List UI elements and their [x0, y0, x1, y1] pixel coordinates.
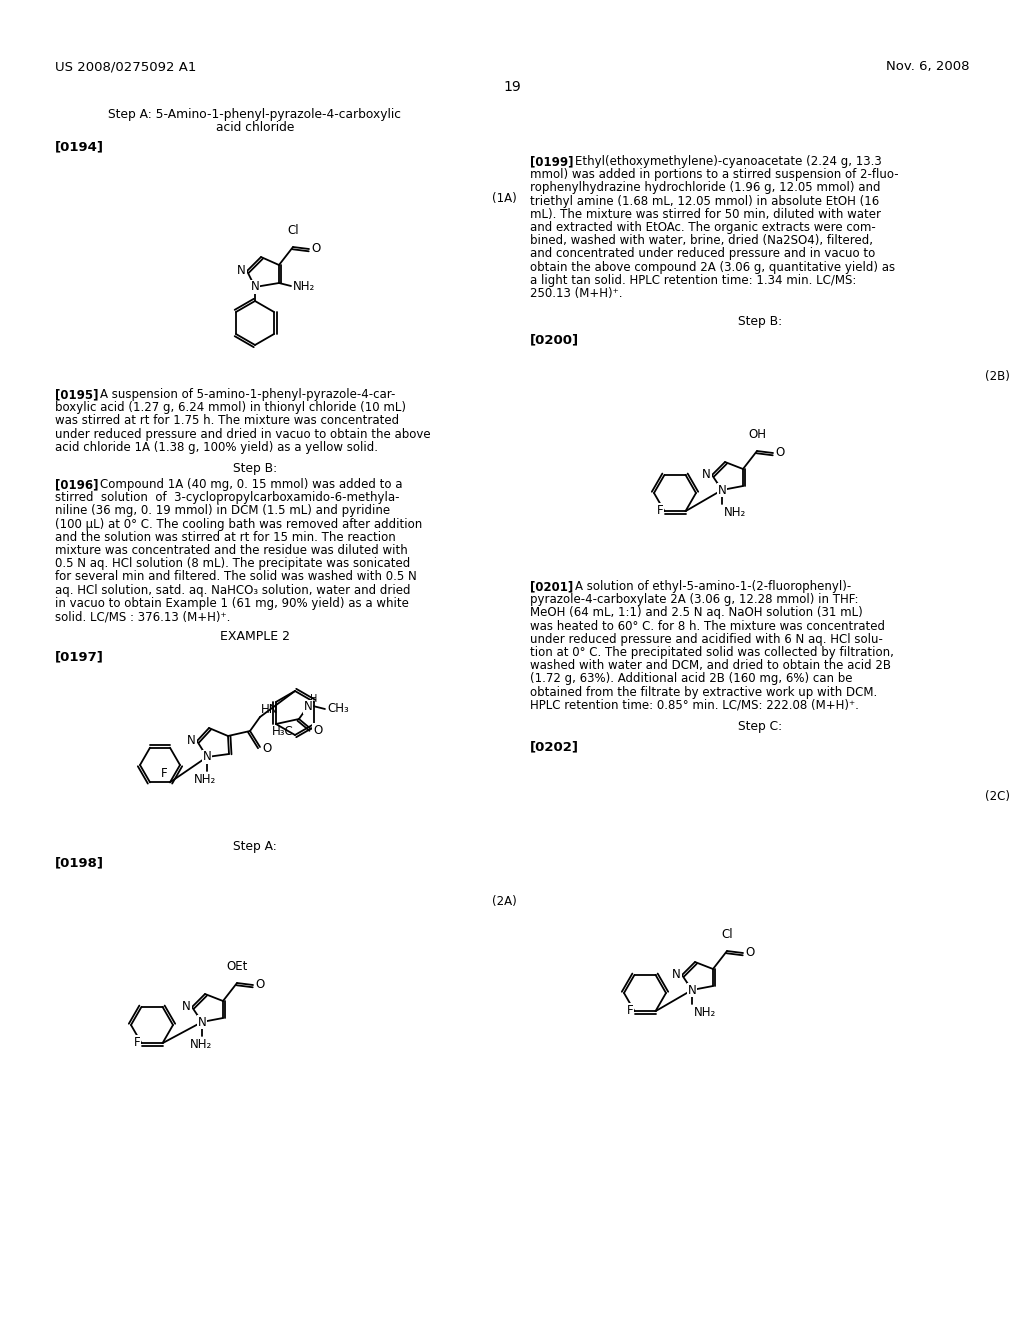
Text: Step C:: Step C:: [738, 719, 782, 733]
Text: US 2008/0275092 A1: US 2008/0275092 A1: [55, 59, 197, 73]
Text: (2B): (2B): [985, 370, 1010, 383]
Text: washed with water and DCM, and dried to obtain the acid 2B: washed with water and DCM, and dried to …: [530, 659, 891, 672]
Text: (1A): (1A): [492, 191, 517, 205]
Text: F: F: [656, 504, 664, 516]
Text: NH₂: NH₂: [724, 506, 746, 519]
Text: Cl: Cl: [287, 224, 299, 238]
Text: Nov. 6, 2008: Nov. 6, 2008: [887, 59, 970, 73]
Text: F: F: [134, 1036, 140, 1048]
Text: N: N: [672, 969, 681, 982]
Text: N: N: [718, 483, 726, 496]
Text: H: H: [310, 694, 317, 704]
Text: N: N: [303, 701, 312, 714]
Text: (100 μL) at 0° C. The cooling bath was removed after addition: (100 μL) at 0° C. The cooling bath was r…: [55, 517, 422, 531]
Text: H₃C: H₃C: [272, 725, 294, 738]
Text: and the solution was stirred at rt for 15 min. The reaction: and the solution was stirred at rt for 1…: [55, 531, 395, 544]
Text: Compound 1A (40 mg, 0. 15 mmol) was added to a: Compound 1A (40 mg, 0. 15 mmol) was adde…: [100, 478, 402, 491]
Text: and extracted with EtOAc. The organic extracts were com-: and extracted with EtOAc. The organic ex…: [530, 220, 876, 234]
Text: pyrazole-4-carboxylate 2A (3.06 g, 12.28 mmol) in THF:: pyrazole-4-carboxylate 2A (3.06 g, 12.28…: [530, 593, 858, 606]
Text: triethyl amine (1.68 mL, 12.05 mmol) in absolute EtOH (16: triethyl amine (1.68 mL, 12.05 mmol) in …: [530, 194, 880, 207]
Text: N: N: [251, 281, 259, 293]
Text: Step B:: Step B:: [232, 462, 278, 475]
Text: rophenylhydrazine hydrochloride (1.96 g, 12.05 mmol) and: rophenylhydrazine hydrochloride (1.96 g,…: [530, 181, 881, 194]
Text: and concentrated under reduced pressure and in vacuo to: and concentrated under reduced pressure …: [530, 247, 876, 260]
Text: O: O: [311, 243, 321, 256]
Text: NH₂: NH₂: [293, 280, 315, 293]
Text: [0202]: [0202]: [530, 741, 579, 752]
Text: was stirred at rt for 1.75 h. The mixture was concentrated: was stirred at rt for 1.75 h. The mixtur…: [55, 414, 399, 428]
Text: Step B:: Step B:: [738, 315, 782, 327]
Text: aq. HCl solution, satd. aq. NaHCO₃ solution, water and dried: aq. HCl solution, satd. aq. NaHCO₃ solut…: [55, 583, 411, 597]
Text: 250.13 (M+H)⁺.: 250.13 (M+H)⁺.: [530, 286, 623, 300]
Text: acid chloride: acid chloride: [216, 121, 294, 135]
Text: for several min and filtered. The solid was washed with 0.5 N: for several min and filtered. The solid …: [55, 570, 417, 583]
Text: [0201]: [0201]: [530, 579, 573, 593]
Text: under reduced pressure and dried in vacuo to obtain the above: under reduced pressure and dried in vacu…: [55, 428, 431, 441]
Text: in vacuo to obtain Example 1 (61 mg, 90% yield) as a white: in vacuo to obtain Example 1 (61 mg, 90%…: [55, 597, 409, 610]
Text: N: N: [238, 264, 246, 277]
Text: [0200]: [0200]: [530, 333, 580, 346]
Text: [0197]: [0197]: [55, 649, 103, 663]
Text: N: N: [688, 983, 696, 997]
Text: stirred  solution  of  3-cyclopropylcarboxamido-6-methyla-: stirred solution of 3-cyclopropylcarboxa…: [55, 491, 399, 504]
Text: N: N: [187, 734, 196, 747]
Text: was heated to 60° C. for 8 h. The mixture was concentrated: was heated to 60° C. for 8 h. The mixtur…: [530, 619, 885, 632]
Text: O: O: [775, 446, 784, 459]
Text: [0194]: [0194]: [55, 140, 104, 153]
Text: A suspension of 5-amino-1-phenyl-pyrazole-4-car-: A suspension of 5-amino-1-phenyl-pyrazol…: [100, 388, 395, 401]
Text: acid chloride 1A (1.38 g, 100% yield) as a yellow solid.: acid chloride 1A (1.38 g, 100% yield) as…: [55, 441, 378, 454]
Text: solid. LC/MS : 376.13 (M+H)⁺.: solid. LC/MS : 376.13 (M+H)⁺.: [55, 610, 230, 623]
Text: boxylic acid (1.27 g, 6.24 mmol) in thionyl chloride (10 mL): boxylic acid (1.27 g, 6.24 mmol) in thio…: [55, 401, 406, 414]
Text: A solution of ethyl-5-amino-1-(2-fluorophenyl)-: A solution of ethyl-5-amino-1-(2-fluorop…: [575, 579, 851, 593]
Text: a light tan solid. HPLC retention time: 1.34 min. LC/MS:: a light tan solid. HPLC retention time: …: [530, 273, 856, 286]
Text: Step A: 5-Amino-1-phenyl-pyrazole-4-carboxylic: Step A: 5-Amino-1-phenyl-pyrazole-4-carb…: [109, 108, 401, 121]
Text: OH: OH: [748, 428, 766, 441]
Text: (2A): (2A): [492, 895, 517, 908]
Text: HN: HN: [261, 704, 279, 715]
Text: NH₂: NH₂: [194, 774, 216, 785]
Text: mmol) was added in portions to a stirred suspension of 2-fluo-: mmol) was added in portions to a stirred…: [530, 168, 899, 181]
Text: 19: 19: [503, 81, 521, 94]
Text: F: F: [162, 767, 168, 780]
Text: mixture was concentrated and the residue was diluted with: mixture was concentrated and the residue…: [55, 544, 408, 557]
Text: CH₃: CH₃: [327, 702, 349, 715]
Text: obtained from the filtrate by extractive work up with DCM.: obtained from the filtrate by extractive…: [530, 685, 878, 698]
Text: NH₂: NH₂: [189, 1038, 212, 1051]
Text: [0196]: [0196]: [55, 478, 98, 491]
Text: HPLC retention time: 0.85° min. LC/MS: 222.08 (M+H)⁺.: HPLC retention time: 0.85° min. LC/MS: 2…: [530, 698, 859, 711]
Text: [0198]: [0198]: [55, 855, 104, 869]
Text: (1.72 g, 63%). Additional acid 2B (160 mg, 6%) can be: (1.72 g, 63%). Additional acid 2B (160 m…: [530, 672, 853, 685]
Text: N: N: [203, 751, 211, 763]
Text: under reduced pressure and acidified with 6 N aq. HCl solu-: under reduced pressure and acidified wit…: [530, 632, 883, 645]
Text: NH₂: NH₂: [694, 1006, 716, 1019]
Text: [0195]: [0195]: [55, 388, 98, 401]
Text: Ethyl(ethoxymethylene)-cyanoacetate (2.24 g, 13.3: Ethyl(ethoxymethylene)-cyanoacetate (2.2…: [575, 154, 882, 168]
Text: Step A:: Step A:: [233, 840, 276, 853]
Text: [0199]: [0199]: [530, 154, 573, 168]
Text: bined, washed with water, brine, dried (Na2SO4), filtered,: bined, washed with water, brine, dried (…: [530, 234, 873, 247]
Text: mL). The mixture was stirred for 50 min, diluted with water: mL). The mixture was stirred for 50 min,…: [530, 207, 881, 220]
Text: Cl: Cl: [721, 928, 733, 941]
Text: niline (36 mg, 0. 19 mmol) in DCM (1.5 mL) and pyridine: niline (36 mg, 0. 19 mmol) in DCM (1.5 m…: [55, 504, 390, 517]
Text: N: N: [182, 1001, 191, 1014]
Text: O: O: [313, 723, 323, 737]
Text: tion at 0° C. The precipitated solid was collected by filtration,: tion at 0° C. The precipitated solid was…: [530, 645, 894, 659]
Text: EXAMPLE 2: EXAMPLE 2: [220, 630, 290, 643]
Text: O: O: [262, 742, 271, 755]
Text: (2C): (2C): [985, 789, 1010, 803]
Text: N: N: [198, 1015, 207, 1028]
Text: O: O: [255, 978, 264, 991]
Text: MeOH (64 mL, 1:1) and 2.5 N aq. NaOH solution (31 mL): MeOH (64 mL, 1:1) and 2.5 N aq. NaOH sol…: [530, 606, 863, 619]
Text: obtain the above compound 2A (3.06 g, quantitative yield) as: obtain the above compound 2A (3.06 g, qu…: [530, 260, 895, 273]
Text: O: O: [745, 946, 755, 960]
Text: N: N: [702, 469, 711, 482]
Text: 0.5 N aq. HCl solution (8 mL). The precipitate was sonicated: 0.5 N aq. HCl solution (8 mL). The preci…: [55, 557, 411, 570]
Text: F: F: [627, 1003, 634, 1016]
Text: OEt: OEt: [226, 960, 248, 973]
